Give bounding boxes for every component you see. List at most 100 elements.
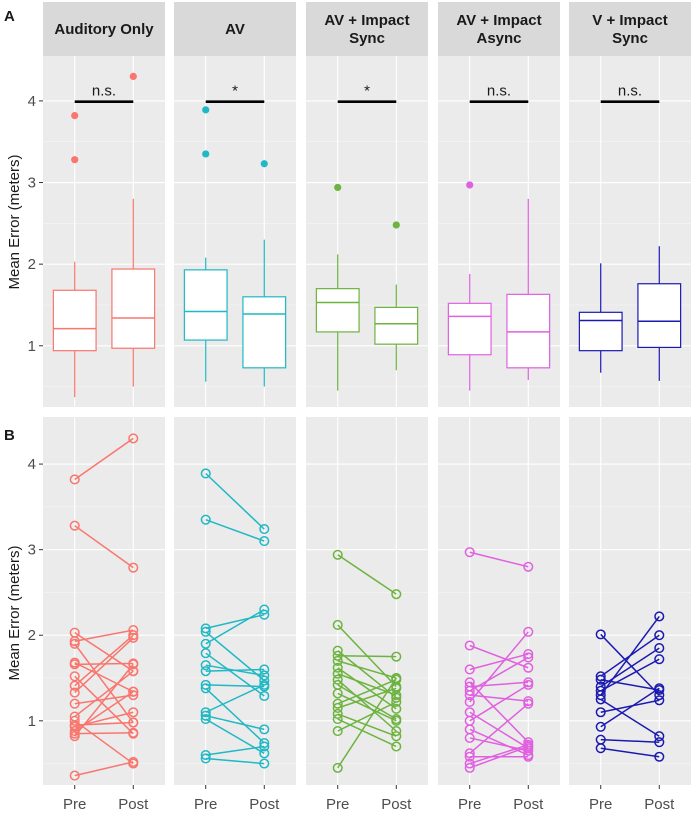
- post-point: [654, 654, 665, 665]
- box-iqr: [447, 302, 492, 356]
- significance-label: n.s.: [92, 83, 116, 100]
- post-point: [259, 675, 270, 686]
- post-point: [128, 562, 139, 573]
- facet-strip: [569, 2, 691, 56]
- subject-line: [600, 647, 660, 688]
- paired-facet: [43, 417, 165, 785]
- post-point: [128, 666, 139, 677]
- y-tick-label-a: 3: [28, 175, 36, 192]
- box-iqr: [315, 288, 360, 333]
- panel-background: [306, 56, 428, 407]
- pre-point: [200, 648, 211, 659]
- facet-strip: [438, 2, 560, 56]
- post-point: [259, 679, 270, 690]
- x-tick-label: Pre: [458, 796, 481, 813]
- post-point: [128, 717, 139, 728]
- y-axis-title-a: Mean Error (meters): [6, 154, 23, 289]
- pre-point: [200, 666, 211, 677]
- y-tick-label-b: 2: [28, 627, 36, 644]
- pre-point: [200, 707, 211, 718]
- box-iqr: [242, 296, 287, 369]
- post-point: [391, 731, 402, 742]
- pre-point: [69, 731, 80, 742]
- pre-point: [464, 696, 475, 708]
- y-axis-title-b: Mean Error (meters): [6, 545, 23, 680]
- post-point: [391, 690, 402, 701]
- box-post: [637, 246, 682, 381]
- subject-line: [205, 631, 265, 682]
- post-point: [523, 652, 534, 663]
- subject-line: [74, 629, 134, 642]
- post-point: [523, 561, 534, 572]
- subject-line: [205, 745, 265, 756]
- subject-line: [600, 633, 660, 696]
- pre-point: [464, 640, 475, 651]
- y-tick-label-b: 4: [28, 456, 36, 473]
- subject-line: [74, 720, 134, 765]
- x-tick-label: Pre: [589, 796, 612, 813]
- significance-label: *: [232, 83, 238, 100]
- post-point: [259, 664, 270, 675]
- pre-point: [69, 715, 80, 726]
- pre-point: [332, 655, 343, 666]
- pre-point: [69, 474, 80, 485]
- outlier-point: [260, 160, 268, 168]
- subject-line: [74, 437, 134, 481]
- subject-line: [469, 711, 529, 749]
- outlier-point: [129, 72, 137, 81]
- post-point: [259, 690, 270, 702]
- subject-line: [205, 687, 265, 744]
- post-point: [523, 679, 534, 690]
- pre-point: [200, 714, 211, 725]
- post-point: [523, 741, 534, 752]
- x-tick-label: Pre: [194, 796, 217, 813]
- panel-background: [43, 56, 165, 407]
- pre-point: [200, 710, 211, 721]
- subject-line: [337, 650, 397, 699]
- post-point: [523, 745, 534, 756]
- post-point: [391, 726, 402, 737]
- subject-line: [337, 677, 397, 769]
- subject-line: [469, 656, 529, 692]
- post-point: [523, 649, 534, 660]
- pre-point: [464, 547, 475, 558]
- y-tick-label-b: 3: [28, 542, 36, 559]
- paired-facet: [569, 417, 691, 785]
- subject-line: [205, 684, 265, 688]
- post-point: [128, 433, 139, 444]
- post-point: [523, 626, 534, 637]
- box-pre: [52, 111, 97, 398]
- subject-line: [74, 661, 134, 693]
- box-iqr: [374, 306, 419, 345]
- post-point: [654, 731, 665, 742]
- x-tick-label: Pre: [326, 796, 349, 813]
- subject-line: [205, 608, 265, 645]
- pre-point: [200, 638, 211, 649]
- x-tick-label: Post: [381, 796, 412, 813]
- pre-point: [464, 664, 475, 675]
- subject-line: [337, 554, 397, 595]
- box-post: [111, 72, 156, 387]
- post-point: [654, 683, 665, 694]
- pre-point: [69, 520, 80, 531]
- pre-point: [332, 619, 343, 631]
- post-point: [259, 604, 270, 615]
- post-point: [259, 741, 270, 752]
- subject-line: [469, 644, 529, 669]
- pre-point: [200, 514, 211, 525]
- facet-strip: [43, 2, 165, 56]
- x-tick-label: Post: [249, 796, 280, 813]
- pre-point: [200, 623, 211, 634]
- subject-line: [600, 747, 660, 758]
- outlier-point: [202, 106, 210, 114]
- subject-line: [600, 687, 660, 728]
- box-facet: Auditory Only n.s.: [43, 2, 165, 407]
- panel-background: [569, 56, 691, 407]
- box-iqr: [111, 268, 156, 349]
- pre-point: [69, 698, 80, 709]
- outlier-point: [71, 156, 79, 164]
